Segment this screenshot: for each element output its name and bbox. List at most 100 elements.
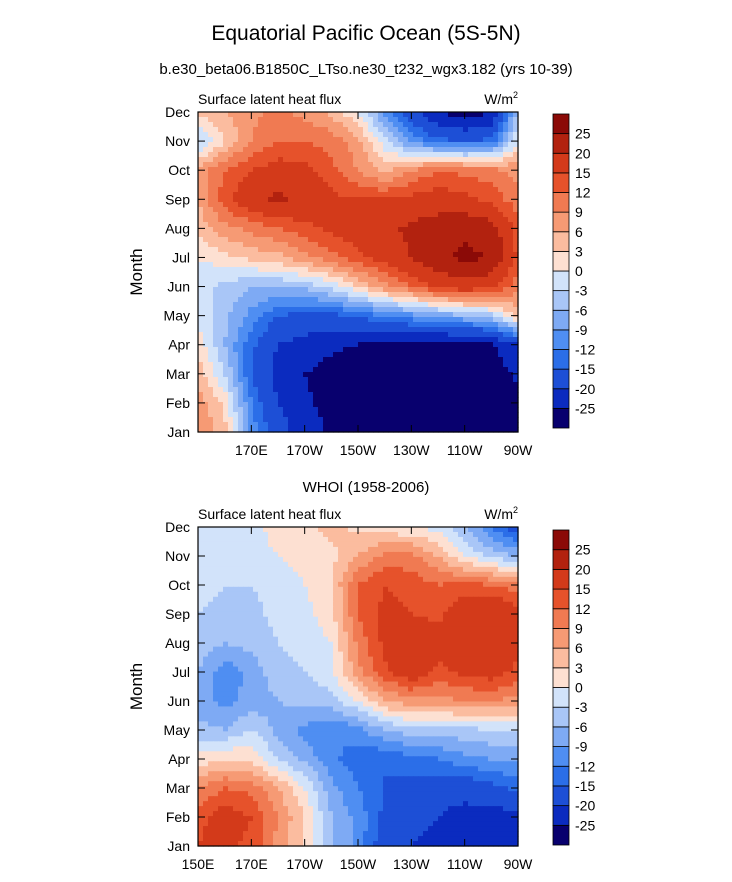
heatmap-cell xyxy=(313,536,319,543)
heatmap-cell xyxy=(433,262,439,268)
heatmap-cell xyxy=(198,377,204,383)
heatmap-cell xyxy=(293,377,299,383)
heatmap-cell xyxy=(323,531,329,538)
heatmap-cell xyxy=(423,147,429,153)
heatmap-cell xyxy=(478,242,484,248)
heatmap-cell xyxy=(458,137,464,143)
heatmap-cell xyxy=(468,417,474,423)
heatmap-cell xyxy=(513,157,519,163)
heatmap-cell xyxy=(343,282,349,288)
heatmap-cell xyxy=(463,322,469,328)
heatmap-cell xyxy=(263,407,269,413)
heatmap-cell xyxy=(378,566,384,573)
heatmap-cell xyxy=(318,252,324,258)
heatmap-cell xyxy=(268,182,274,188)
heatmap-cell xyxy=(488,177,494,183)
heatmap-cell xyxy=(498,407,504,413)
heatmap-cell xyxy=(343,202,349,208)
heatmap-cell xyxy=(448,342,454,348)
heatmap-cell xyxy=(348,317,354,323)
heatmap-cell xyxy=(508,272,514,278)
heatmap-cell xyxy=(258,342,264,348)
heatmap-cell xyxy=(298,147,304,153)
heatmap-cell xyxy=(358,317,364,323)
heatmap-cell xyxy=(278,127,284,133)
y-tick-label: Nov xyxy=(165,133,190,149)
heatmap-cell xyxy=(438,317,444,323)
heatmap-cell xyxy=(408,152,414,158)
heatmap-cell xyxy=(493,571,499,578)
heatmap-cell xyxy=(463,207,469,213)
heatmap-cell xyxy=(273,337,279,343)
heatmap-cell xyxy=(363,551,369,558)
heatmap-cell xyxy=(268,227,274,233)
heatmap-cell xyxy=(238,322,244,328)
heatmap-cell xyxy=(508,581,514,588)
colorbar-swatch xyxy=(552,192,570,213)
heatmap-cell xyxy=(418,182,424,188)
heatmap-cell xyxy=(488,362,494,368)
heatmap-cell xyxy=(338,397,344,403)
heatmap-cell xyxy=(433,272,439,278)
heatmap-cell xyxy=(328,197,334,203)
heatmap-cell xyxy=(363,307,369,313)
heatmap-cell xyxy=(383,307,389,313)
heatmap-cell xyxy=(393,382,399,388)
heatmap-cell xyxy=(268,362,274,368)
heatmap-cell xyxy=(478,302,484,308)
heatmap-cell xyxy=(238,427,244,433)
heatmap-cell xyxy=(393,112,399,118)
heatmap-cell xyxy=(358,302,364,308)
heatmap-cell xyxy=(213,561,219,568)
heatmap-cell xyxy=(313,292,319,298)
heatmap-cell xyxy=(483,541,489,548)
heatmap-cell xyxy=(228,347,234,353)
heatmap-cell xyxy=(488,247,494,253)
heatmap-cell xyxy=(278,267,284,273)
heatmap-cell xyxy=(233,561,239,568)
heatmap-cell xyxy=(423,387,429,393)
heatmap-cell xyxy=(358,566,364,573)
heatmap-cell xyxy=(283,531,289,538)
heatmap-cell xyxy=(393,122,399,128)
heatmap-cell xyxy=(303,192,309,198)
heatmap-cell xyxy=(458,232,464,238)
heatmap-cell xyxy=(438,137,444,143)
heatmap-cell xyxy=(498,581,504,588)
heatmap-cell xyxy=(448,217,454,223)
heatmap-cell xyxy=(243,527,249,533)
heatmap-cell xyxy=(223,566,229,573)
heatmap-cell xyxy=(468,571,474,578)
heatmap-cell xyxy=(433,571,439,578)
heatmap-cell xyxy=(408,551,414,558)
heatmap-cell xyxy=(238,397,244,403)
heatmap-cell xyxy=(473,132,479,138)
heatmap-cell xyxy=(223,192,229,198)
heatmap-cell xyxy=(463,531,469,538)
heatmap-cell xyxy=(393,257,399,263)
heatmap-cell xyxy=(498,322,504,328)
heatmap-cell xyxy=(303,152,309,158)
heatmap-cell xyxy=(333,112,339,118)
heatmap-cell xyxy=(483,427,489,433)
heatmap-cell xyxy=(493,417,499,423)
heatmap-cell xyxy=(223,317,229,323)
heatmap-cell xyxy=(228,192,234,198)
heatmap-cell xyxy=(378,272,384,278)
heatmap-cell xyxy=(388,147,394,153)
heatmap-cell xyxy=(348,222,354,228)
heatmap-cell xyxy=(298,267,304,273)
heatmap-cell xyxy=(253,527,259,533)
heatmap-cell xyxy=(458,262,464,268)
heatmap-cell xyxy=(418,377,424,383)
heatmap-cell xyxy=(203,576,209,583)
heatmap-cell xyxy=(208,137,214,143)
heatmap-cell xyxy=(338,127,344,133)
heatmap-cell xyxy=(238,541,244,548)
heatmap-cell xyxy=(403,277,409,283)
heatmap-cell xyxy=(313,581,319,588)
heatmap-cell xyxy=(343,566,349,573)
heatmap-cell xyxy=(368,172,374,178)
heatmap-cell xyxy=(398,247,404,253)
heatmap-cell xyxy=(443,312,449,318)
